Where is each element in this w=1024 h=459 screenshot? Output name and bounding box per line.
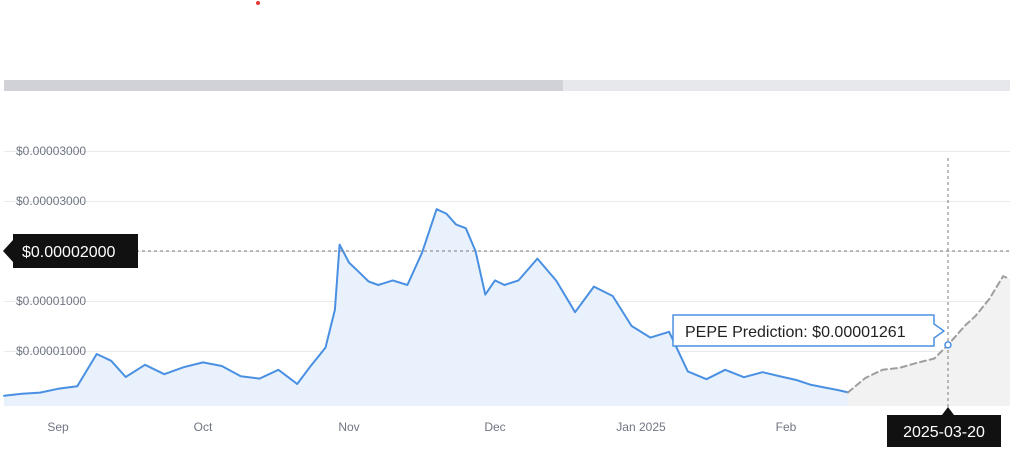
x-tick-label: Oct	[194, 420, 213, 434]
y-tick-label: $0.00001000	[16, 344, 86, 358]
chart-scrollbar[interactable]	[4, 80, 1010, 91]
prediction-area	[848, 276, 1010, 406]
y-tick-label: $0.00001000	[16, 294, 86, 308]
y-tick-label: $0.00003000	[16, 144, 86, 158]
crosshair-date-label: 2025-03-20	[887, 407, 1001, 447]
crosshair-point	[944, 341, 952, 349]
crosshair-price-label: $0.00002000	[3, 234, 138, 268]
crosshair-price-text: $0.00002000	[22, 244, 116, 261]
x-tick-label: Feb	[776, 420, 797, 434]
y-tick-label: $0.00003000	[16, 194, 86, 208]
red-dot-marker	[256, 1, 260, 5]
x-tick-label: Dec	[484, 420, 505, 434]
x-tick-label: Nov	[338, 420, 359, 434]
prediction-price-line	[847, 275, 1011, 394]
x-tick-label: Jan 2025	[616, 420, 666, 434]
crosshair-date-text: 2025-03-20	[903, 424, 985, 441]
scrollbar-thumb[interactable]	[4, 80, 563, 91]
historical-area	[4, 209, 848, 406]
prediction-tooltip-text: PEPE Prediction: $0.00001261	[685, 324, 906, 341]
x-tick-label: Sep	[47, 420, 69, 434]
historical-price-line	[3, 208, 849, 397]
prediction-tooltip: PEPE Prediction: $0.00001261	[672, 314, 945, 347]
